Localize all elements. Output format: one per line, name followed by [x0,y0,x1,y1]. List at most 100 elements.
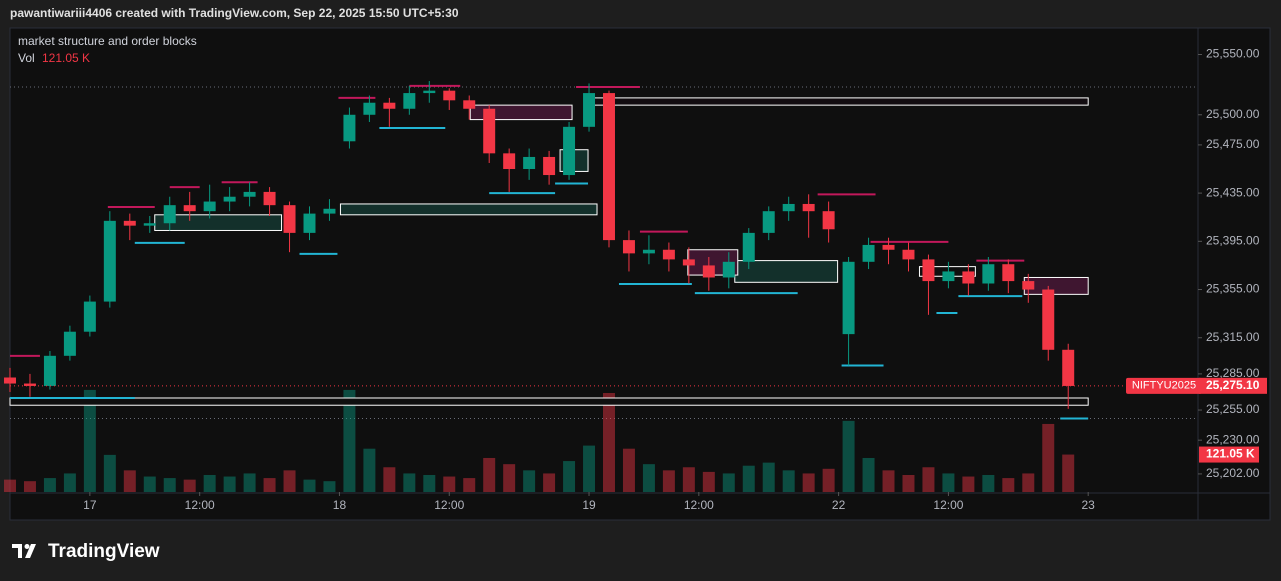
volume-bar [902,474,915,492]
volume-bar [822,468,835,492]
candle-body [123,220,136,226]
volume-bar [343,389,356,492]
candle-body [642,249,655,254]
candle-body [383,102,396,109]
volume-bar [603,393,615,492]
volume-bar [483,457,496,492]
candle-body [922,259,935,282]
candle-body [303,213,316,233]
y-tick-label: 25,230.00 [1206,432,1260,446]
candle-body [443,90,456,101]
volume-bar [43,478,56,492]
volume-bar [642,464,655,492]
volume-bar [662,470,675,492]
y-tick-label: 25,255.00 [1206,402,1260,416]
candle-body [882,244,895,250]
volume-bar [363,448,376,492]
candle-body [343,114,356,142]
volume-bar [263,478,276,492]
candle-body [862,244,875,262]
x-tick-label: 18 [333,498,347,512]
y-tick-label: 25,315.00 [1206,330,1260,344]
candle-body [802,203,815,212]
candle-body [203,201,216,212]
y-tick-label: 25,285.00 [1206,366,1260,380]
volume-bar [922,467,935,492]
candle-body [842,261,855,335]
candle-body [982,264,995,284]
volume-bar [1002,478,1015,492]
volume-bar [543,473,556,492]
candle-body [4,377,16,384]
volume-bar [223,476,236,492]
volume-bar [563,461,576,492]
candle-body [263,191,276,206]
volume-bar [982,474,995,492]
volume-bar [622,448,635,492]
candle-body [243,191,256,197]
order-block [469,104,573,121]
volume-bar [303,479,316,492]
order-block [339,203,598,216]
candle-body [163,205,176,224]
volume-bar [203,474,216,492]
candle-body [83,301,96,332]
candle-body [762,211,775,233]
volume-bar [842,420,855,492]
volume-bar [682,467,695,492]
x-tick-label: 17 [83,498,97,512]
volume-bar [183,479,196,492]
volume-bar [163,478,176,492]
candle-body [523,156,536,170]
volume-bar [942,473,955,492]
candle-body [543,156,556,176]
order-block [154,214,283,231]
price-tag [1199,377,1267,394]
candle-body [43,355,56,386]
y-tick-label: 25,475.00 [1206,137,1260,151]
volume-bar [882,470,895,492]
candle-body [323,208,336,214]
candle-body [503,153,516,170]
volume-bar [103,454,116,492]
candle-body [183,205,196,212]
volume-bar [782,470,795,492]
volume-bar [443,476,456,492]
volume-bar [323,481,336,492]
candle-body [103,220,116,302]
volume-tag-label: 121.05 K [1206,447,1255,461]
candle-body [283,205,296,233]
price-tag-label: 25,275.10 [1206,378,1260,392]
volume-bar [143,476,156,492]
candle-body [483,108,496,154]
chart-pane [9,27,1271,521]
brand: TradingView [48,541,160,562]
candle-body [962,271,975,284]
chart-title: market structure and order blocks [18,34,197,48]
candle-body [403,93,416,109]
candle-body [782,203,795,212]
candle-body [662,249,675,260]
volume-bar [23,481,36,492]
candle-body [63,331,76,356]
candle-body [583,93,596,127]
volume-bar [463,478,476,492]
candle-body [363,102,376,115]
candle-body [1062,349,1075,386]
volume-bar [802,473,815,492]
candle-body [1002,264,1015,282]
x-tick-label: 12:00 [684,498,714,512]
volume-bar [762,462,775,492]
volume-bar [722,473,735,492]
header: pawantiwariii4406 created with TradingVi… [10,6,459,20]
order-block [9,397,1089,406]
candle-body [1022,281,1035,290]
candle-body [722,261,735,278]
y-tick-label: 25,395.00 [1206,233,1260,247]
candle-body [742,232,755,262]
candle-body [902,249,915,260]
x-tick-label: 12:00 [434,498,464,512]
volume-bar [702,471,715,492]
y-tick-label: 25,435.00 [1206,185,1260,199]
volume-bar [962,476,975,492]
